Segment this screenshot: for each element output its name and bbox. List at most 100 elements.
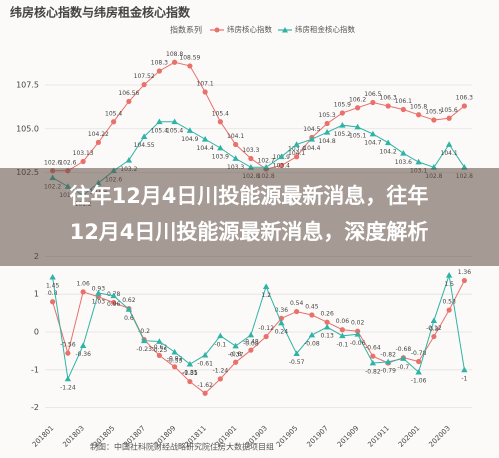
marker <box>232 155 239 161</box>
marker <box>339 327 345 333</box>
data-label: -0.23 <box>136 346 152 353</box>
marker <box>461 277 467 284</box>
data-label: -0.2 <box>138 328 150 335</box>
marker <box>324 120 330 127</box>
data-label: -0.56 <box>60 342 76 349</box>
marker <box>308 136 316 142</box>
legend-marker <box>282 27 288 33</box>
marker <box>309 312 315 318</box>
data-label: 104.1 <box>227 133 244 140</box>
marker <box>293 350 300 356</box>
marker <box>156 338 163 344</box>
data-label: 103.13 <box>73 150 94 157</box>
data-label: 0.93 <box>92 285 106 292</box>
marker <box>140 337 148 344</box>
data-label: 0.96 <box>107 301 121 308</box>
data-label: 103.3 <box>242 147 259 154</box>
marker <box>217 119 223 125</box>
y-tick-label: -1 <box>31 365 39 374</box>
data-label: 104.55 <box>134 142 155 149</box>
data-label: -0.82 <box>365 369 381 376</box>
data-label: 106.3 <box>456 95 473 102</box>
data-label: 104.2 <box>380 148 397 155</box>
marker <box>49 273 56 280</box>
data-label: -0.12 <box>426 325 442 332</box>
data-label: -0.92 <box>167 355 183 362</box>
marker <box>416 112 422 118</box>
marker <box>400 355 407 361</box>
marker <box>263 333 269 340</box>
data-label: 0.06 <box>336 318 350 325</box>
data-label: 105.5 <box>425 109 442 116</box>
data-label: 103.4 <box>273 162 290 169</box>
data-label: -1 <box>461 375 467 382</box>
data-label: -0.1 <box>337 341 349 348</box>
marker <box>355 105 361 111</box>
marker <box>308 331 316 338</box>
data-label: 0.45 <box>305 303 319 310</box>
data-label: -0.64 <box>365 345 381 352</box>
data-label: 104.4 <box>303 145 320 152</box>
data-label: -0.12 <box>258 325 274 332</box>
banner-band <box>0 168 499 266</box>
marker <box>201 351 209 358</box>
marker <box>369 130 377 137</box>
marker <box>140 133 148 140</box>
y-tick-label: 0 <box>34 328 39 337</box>
marker <box>248 347 254 353</box>
marker <box>186 360 194 367</box>
data-label: 0.54 <box>290 300 304 307</box>
marker <box>323 129 331 135</box>
marker <box>201 136 209 142</box>
marker <box>202 390 208 396</box>
marker <box>80 158 86 165</box>
data-label: 1.45 <box>46 283 60 290</box>
data-label: -0.68 <box>396 346 412 353</box>
marker <box>370 353 376 359</box>
marker <box>293 141 300 147</box>
series-line <box>52 275 465 381</box>
data-label: -0.37 <box>228 351 244 358</box>
marker <box>339 122 346 128</box>
data-label: 1.03 <box>92 299 106 306</box>
marker <box>262 283 270 290</box>
data-label: 105.4 <box>166 127 183 134</box>
data-label: -0.8 <box>230 351 242 358</box>
data-label: 105.4 <box>105 110 122 117</box>
marker <box>65 350 71 356</box>
data-label: -0.82 <box>380 352 396 359</box>
marker <box>202 89 208 95</box>
data-label: -0.57 <box>289 359 305 366</box>
data-label: 105.2 <box>334 131 351 138</box>
marker <box>186 127 194 133</box>
data-label: 108.3 <box>151 60 168 67</box>
data-label: -1.31 <box>182 370 198 377</box>
data-label: 104.7 <box>364 140 381 147</box>
marker <box>385 103 391 109</box>
marker <box>294 154 300 160</box>
marker <box>126 98 132 105</box>
marker <box>95 289 102 296</box>
footer: 制图：中国社科院财经战略研究院住房大数据项目组 <box>90 442 274 452</box>
marker <box>233 359 239 365</box>
data-label: -0.79 <box>380 367 396 374</box>
marker <box>416 358 422 365</box>
marker <box>110 292 117 299</box>
marker <box>80 289 86 295</box>
marker <box>125 306 133 312</box>
data-label: -0.53 <box>167 358 183 365</box>
data-label: -0.48 <box>243 339 259 346</box>
marker <box>232 342 239 349</box>
data-label: -0.06 <box>350 340 366 347</box>
marker <box>370 99 376 106</box>
marker <box>339 110 345 116</box>
data-label: 105.1 <box>349 133 366 140</box>
marker <box>187 378 193 385</box>
marker <box>233 141 239 148</box>
marker <box>339 332 346 339</box>
data-label: 1.06 <box>76 280 90 287</box>
data-label: -1.24 <box>60 384 76 391</box>
data-label: 105.4 <box>151 127 168 134</box>
data-label: 104.22 <box>88 131 109 138</box>
